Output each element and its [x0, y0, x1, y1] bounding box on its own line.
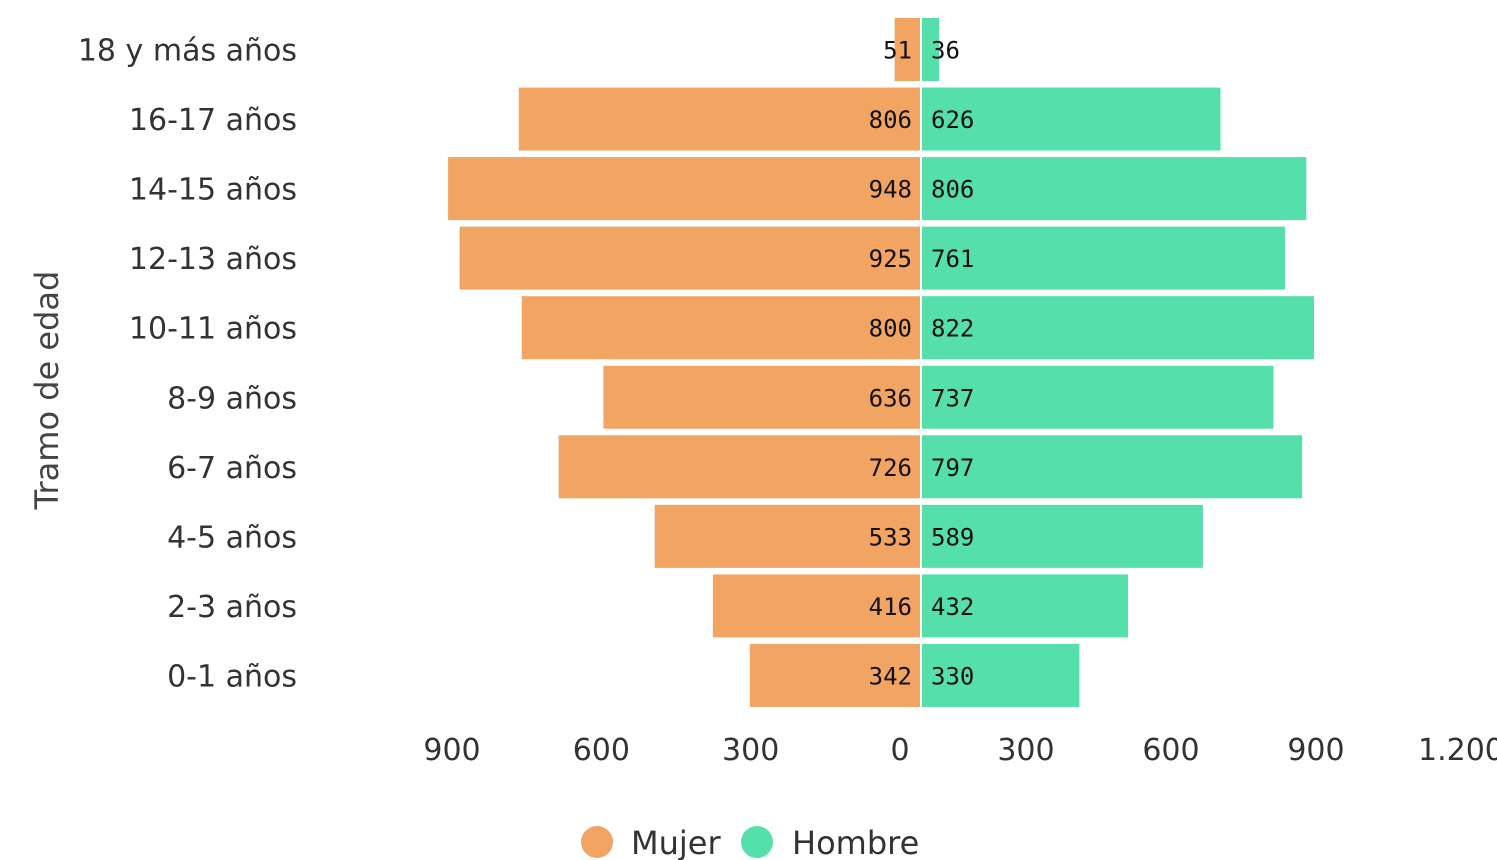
x-tick-right-1: 600 — [1142, 733, 1199, 768]
x-tick-right-0: 300 — [997, 733, 1054, 768]
bar-mujer-2 — [448, 157, 920, 221]
bar-hombre-9 — [922, 643, 1080, 707]
bar-hombre-6 — [922, 435, 1303, 499]
data-label-hombre-5: 737 — [931, 384, 974, 412]
x-tick-left-0: 900 — [423, 733, 480, 768]
legend: Mujer Hombre — [581, 824, 919, 860]
legend-label-hombre: Hombre — [792, 824, 919, 860]
category-label-9: 0-1 años — [167, 659, 297, 694]
bar-hombre-7 — [922, 504, 1203, 568]
bar-mujer-6 — [558, 435, 920, 499]
bar-mujer-8 — [712, 574, 920, 638]
data-label-mujer-7: 533 — [869, 523, 912, 551]
bar-hombre-1 — [922, 87, 1221, 151]
category-label-0: 18 y más años — [78, 34, 297, 69]
legend-swatch-mujer — [581, 826, 613, 858]
data-label-hombre-8: 432 — [931, 593, 974, 621]
bar-mujer-9 — [749, 643, 920, 707]
data-label-hombre-3: 761 — [931, 245, 974, 273]
data-label-mujer-0: 51 — [883, 37, 912, 65]
bars-group — [448, 18, 1314, 707]
x-tick-right-3: 1.200 — [1418, 733, 1497, 768]
data-label-mujer-9: 342 — [869, 662, 912, 690]
data-label-mujer-8: 416 — [869, 593, 912, 621]
data-label-mujer-2: 948 — [869, 176, 912, 204]
x-tick-left-2: 300 — [722, 733, 779, 768]
x-tick-left-1: 600 — [573, 733, 630, 768]
bar-hombre-2 — [922, 157, 1307, 221]
data-label-hombre-0: 36 — [931, 37, 960, 65]
data-labels: 51 36 806 626 948 806 925 761 800 822 636 737 726 797… — [869, 37, 975, 691]
legend-swatch-hombre — [741, 826, 773, 858]
data-label-mujer-1: 806 — [869, 106, 912, 134]
bar-hombre-3 — [922, 226, 1285, 290]
category-label-5: 8-9 años — [167, 381, 297, 416]
y-axis-title: Tramo de edad — [28, 271, 66, 511]
bar-mujer-3 — [459, 226, 920, 290]
bar-mujer-7 — [654, 504, 920, 568]
bar-hombre-5 — [922, 365, 1274, 429]
data-label-mujer-3: 925 — [869, 245, 912, 273]
data-label-hombre-1: 626 — [931, 106, 974, 134]
x-tick-right-2: 900 — [1287, 733, 1344, 768]
category-label-2: 14-15 años — [129, 173, 297, 208]
category-labels: 18 y más años 16-17 años 14-15 años 12-13 a… — [78, 34, 297, 695]
bar-hombre-4 — [922, 296, 1314, 360]
x-tick-labels: 900 600 300 0 300 600 900 1.200 — [423, 733, 1497, 768]
data-label-hombre-9: 330 — [931, 662, 974, 690]
category-label-7: 4-5 años — [167, 520, 297, 555]
data-label-mujer-6: 726 — [869, 454, 912, 482]
bar-hombre-8 — [922, 574, 1129, 638]
bar-hombre-0 — [922, 18, 940, 81]
data-label-mujer-5: 636 — [869, 384, 912, 412]
data-label-hombre-7: 589 — [931, 523, 974, 551]
bar-mujer-1 — [518, 87, 920, 151]
legend-label-mujer: Mujer — [631, 824, 721, 860]
category-label-8: 2-3 años — [167, 590, 297, 625]
category-label-6: 6-7 años — [167, 451, 297, 486]
data-label-mujer-4: 800 — [869, 315, 912, 343]
bar-mujer-4 — [521, 296, 920, 360]
data-label-hombre-2: 806 — [931, 176, 974, 204]
category-label-1: 16-17 años — [129, 103, 297, 138]
bar-mujer-5 — [603, 365, 920, 429]
category-label-4: 10-11 años — [129, 312, 297, 347]
category-label-3: 12-13 años — [129, 242, 297, 277]
bar-mujer-0 — [894, 18, 920, 81]
x-tick-left-3: 0 — [890, 733, 909, 768]
data-label-hombre-4: 822 — [931, 315, 974, 343]
data-label-hombre-6: 797 — [931, 454, 974, 482]
